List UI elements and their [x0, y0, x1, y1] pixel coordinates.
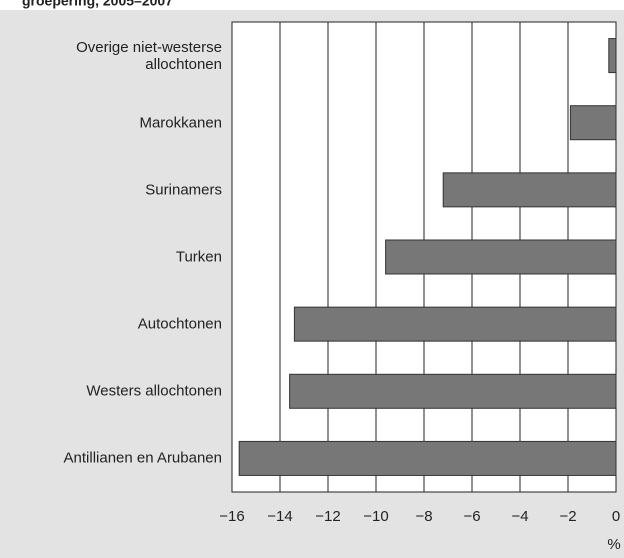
x-tick-label: −14: [267, 508, 292, 525]
bar: [385, 239, 617, 275]
bar: [293, 306, 617, 342]
x-axis-label: %: [607, 536, 620, 553]
x-tick-label: −2: [559, 508, 576, 525]
y-tick-label: Turken: [175, 248, 222, 266]
x-tick-label: −16: [219, 508, 244, 525]
chart-title: groepering, 2005–2007: [22, 0, 173, 9]
y-tick-label: Westers allochtonen: [86, 382, 222, 400]
bar: [569, 105, 617, 141]
y-tick-label: Overige niet-westerse allochtonen: [76, 38, 222, 73]
bar: [608, 38, 617, 74]
y-tick-label: Autochtonen: [137, 315, 222, 333]
y-tick-label: Surinamers: [145, 181, 222, 199]
y-tick-label: Marokkanen: [139, 114, 222, 132]
x-tick-label: −4: [511, 508, 528, 525]
bar: [238, 440, 617, 476]
x-tick-label: −12: [315, 508, 340, 525]
x-tick-label: −10: [363, 508, 388, 525]
bar: [442, 172, 617, 208]
bar: [289, 373, 617, 409]
y-tick-label: Antillianen en Arubanen: [63, 449, 222, 467]
x-tick-label: −6: [463, 508, 480, 525]
x-tick-label: −8: [415, 508, 432, 525]
x-tick-label: 0: [612, 508, 620, 525]
